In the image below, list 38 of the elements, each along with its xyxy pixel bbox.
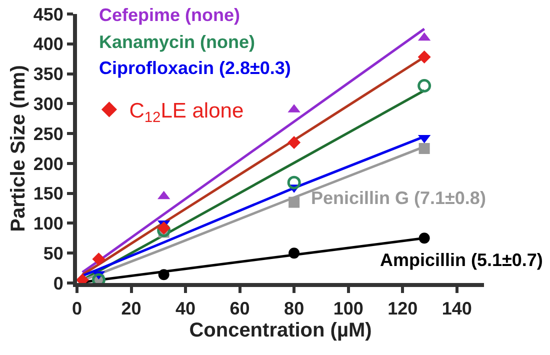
- x-tick-label: 20: [121, 298, 142, 319]
- y-tick-label: 100: [33, 214, 64, 234]
- series-label: Penicillin G (7.1±0.8): [311, 188, 486, 208]
- y-tick-label: 50: [43, 243, 64, 264]
- x-tick-label: 0: [72, 298, 82, 319]
- y-tick-label: 250: [33, 124, 64, 144]
- y-tick-label: 200: [33, 154, 64, 174]
- point: [288, 196, 300, 208]
- y-tick-label: 150: [33, 184, 64, 204]
- point: [157, 222, 170, 234]
- point: [418, 78, 432, 92]
- y-tick-label: 0: [53, 273, 64, 294]
- text: Ampicillin (5.1±0.7): [380, 250, 543, 270]
- point: [287, 176, 301, 190]
- point: [92, 252, 106, 266]
- x-tick-label: 100: [333, 298, 364, 319]
- point: [288, 136, 301, 150]
- point: [418, 50, 431, 64]
- point: [288, 248, 300, 259]
- y-tick-label: 350: [33, 64, 64, 84]
- x-tick-label: 140: [442, 298, 472, 319]
- x-tick-label: 60: [230, 298, 250, 319]
- point: [158, 269, 170, 280]
- x-tick-label: 40: [176, 298, 196, 319]
- x-tick-label: 80: [284, 298, 304, 319]
- point: [418, 143, 430, 154]
- y-tick-label: 450: [33, 4, 64, 24]
- x-axis-title: Concentration (µM): [189, 320, 372, 342]
- y-axis-title: Particle Size (nm): [7, 65, 30, 232]
- point: [418, 232, 430, 244]
- text: Kanamycin (none): [99, 32, 256, 52]
- y-tick-label: 300: [33, 94, 64, 114]
- y-tick-label: 400: [33, 34, 64, 54]
- x-tick-label: 120: [388, 298, 418, 319]
- text: Cefepime (none): [99, 5, 240, 25]
- point: [157, 224, 171, 238]
- legend-label: C$_{12}$LE alone: [129, 100, 244, 126]
- text: Ciprofloxacin (2.8±0.3): [99, 58, 291, 78]
